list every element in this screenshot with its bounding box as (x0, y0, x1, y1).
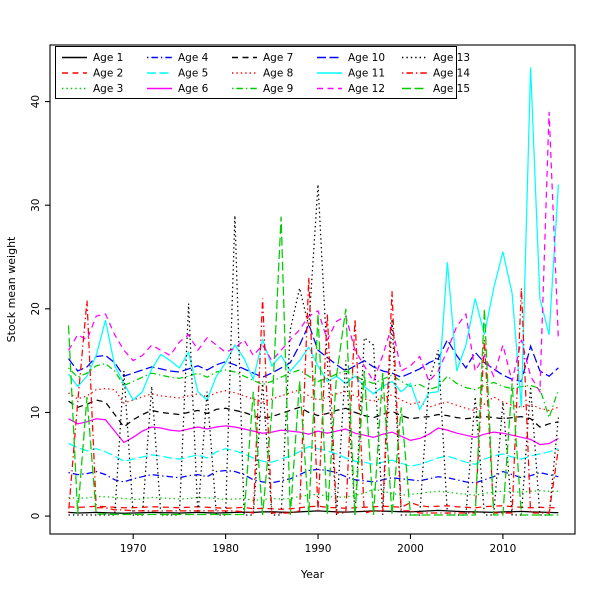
y-axis-tick-label: 20 (30, 302, 42, 315)
series-line-age-2 (68, 501, 559, 510)
legend-label-age-15: Age 15 (433, 83, 470, 95)
legend-label-age-10: Age 10 (348, 52, 385, 64)
legend-label-age-6: Age 6 (178, 83, 209, 95)
series-line-age-14 (67, 277, 560, 514)
legend-label-age-12: Age 12 (348, 83, 385, 95)
series-line-age-15 (67, 216, 559, 516)
legend-label-age-7: Age 7 (263, 52, 293, 64)
series-line-age-12 (67, 111, 560, 394)
legend-label-age-1: Age 1 (93, 52, 123, 64)
legend-label-age-13: Age 13 (433, 52, 470, 64)
legend-label-age-5: Age 5 (178, 68, 208, 80)
series-line-age-6 (68, 418, 559, 446)
series-line-age-7 (68, 399, 559, 428)
series-line-age-8 (68, 387, 559, 412)
y-axis-tick-label: 30 (30, 199, 42, 212)
series-line-age-10 (67, 322, 559, 383)
legend-label-age-3: Age 3 (93, 83, 123, 95)
legend-label-age-4: Age 4 (178, 52, 209, 64)
x-axis-title: Year (300, 568, 325, 581)
y-axis-tick-label: 10 (30, 406, 42, 419)
y-axis-title: Stock mean weight (5, 236, 18, 342)
legend-label-age-8: Age 8 (263, 68, 293, 80)
legend-label-age-11: Age 11 (348, 68, 385, 80)
series-line-age-13 (68, 184, 560, 516)
legend-label-age-2: Age 2 (93, 68, 123, 80)
legend-label-age-9: Age 9 (263, 83, 293, 95)
x-axis-tick-label: 2000 (397, 543, 424, 555)
y-axis-tick-label: 40 (30, 95, 42, 108)
y-axis-tick-label: 0 (30, 513, 42, 520)
series-line-age-11 (67, 67, 560, 411)
x-axis-tick-label: 1980 (212, 543, 239, 555)
legend-label-age-14: Age 14 (433, 68, 470, 80)
x-axis-tick-label: 2010 (490, 543, 517, 555)
x-axis-tick-label: 1970 (120, 543, 147, 555)
legend-frame (55, 46, 457, 99)
x-axis-tick-label: 1990 (305, 543, 332, 555)
series-line-age-1 (68, 509, 559, 514)
series-line-age-5 (68, 442, 559, 467)
plot-box (49, 44, 576, 535)
